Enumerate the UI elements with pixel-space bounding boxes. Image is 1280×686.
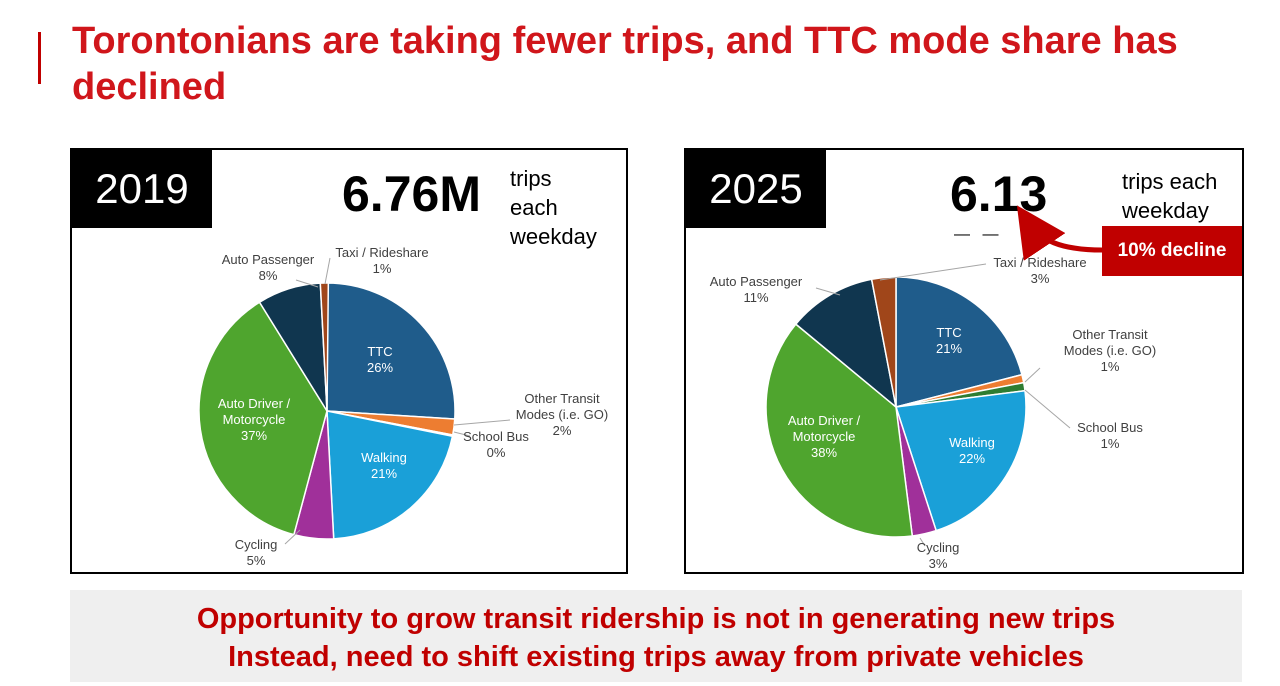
- trips-caption-2025-line1: trips each: [1122, 169, 1218, 194]
- pie-label-2019-taxi: Taxi / Rideshare 1%: [335, 245, 428, 276]
- leader-line-2019-school_bus: [453, 431, 471, 437]
- pie-label-2019-other_transit: Other Transit Modes (i.e. GO) 2%: [516, 391, 608, 438]
- leader-line-2019-auto_passenger: [295, 279, 319, 288]
- trips-caption-2019-line3: weekday: [510, 224, 597, 249]
- page-title: Torontonians are taking fewer trips, and…: [72, 20, 1178, 108]
- leader-line-2025-school_bus: [1024, 389, 1071, 429]
- trips-caption-2025-line2: weekday: [1122, 198, 1209, 223]
- pie-label-2019-auto_driver: Auto Driver / Motorcycle 37%: [218, 396, 291, 443]
- leader-line-2025-cycling: [919, 537, 926, 547]
- pie-slice-2025-walking: [895, 389, 1027, 532]
- pie-slice-2019-taxi: [319, 282, 330, 412]
- trips-caption-2019-line2: each: [510, 195, 558, 220]
- pie-slice-2025-auto_driver: [765, 323, 914, 538]
- pie-label-2025-auto_passenger: Auto Passenger 11%: [710, 274, 803, 305]
- leader-line-2025-auto_passenger: [815, 287, 841, 296]
- trips-caption-2025: trips each weekday: [1122, 167, 1217, 225]
- pie-label-2019-school_bus: School Bus 0%: [463, 429, 529, 460]
- pie-label-2025-ttc: TTC 21%: [936, 325, 962, 356]
- decline-badge: 10% decline: [1102, 226, 1242, 276]
- placeholder-dashes: — —: [954, 226, 1003, 243]
- pie-label-2019-ttc: TTC 26%: [367, 344, 393, 375]
- pie-slice-2019-ttc: [326, 282, 456, 420]
- leader-line-2019-cycling: [284, 529, 301, 545]
- leader-line-2019-other_transit: [453, 419, 511, 426]
- pie-label-2025-auto_driver: Auto Driver / Motorcycle 38%: [788, 413, 861, 460]
- trips-caption-2019-line1: trips: [510, 166, 552, 191]
- year-label-2025: 2025: [686, 150, 826, 228]
- pie-chart-2025: TTC 21% Other Transit Modes (i.e. GO) 1% Scho…: [710, 255, 1156, 571]
- pie-slice-2025-taxi: [870, 276, 897, 408]
- pie-label-2025-walking: Walking 22%: [949, 435, 995, 466]
- decline-arrow: [1016, 205, 1103, 261]
- conclusion-line-2: Instead, need to shift existing trips aw…: [228, 641, 1084, 673]
- conclusion-line-1: Opportunity to grow transit ridership is…: [196, 603, 1116, 635]
- pie-label-2019-auto_passenger: Auto Passenger 8%: [222, 252, 315, 283]
- pie-slice-2019-walking: [326, 410, 454, 540]
- pie-slice-2025-auto_passenger: [794, 278, 898, 409]
- pie-label-2025-other_transit: Other Transit Modes (i.e. GO) 1%: [1064, 327, 1156, 374]
- pie-label-2019-walking: Walking 21%: [361, 450, 407, 481]
- title-accent-bar: [38, 32, 41, 84]
- leader-line-2025-taxi: [879, 263, 987, 281]
- conclusion-banner: Opportunity to grow transit ridership is…: [70, 590, 1242, 682]
- pie-label-2025-cycling: Cycling 3%: [917, 540, 960, 571]
- pie-label-2025-taxi: Taxi / Rideshare 3%: [993, 255, 1086, 286]
- year-label-2019: 2019: [72, 150, 212, 228]
- pie-chart-2019: TTC 26% Other Transit Modes (i.e. GO) 2%Scho…: [198, 245, 608, 568]
- leader-line-2025-other_transit: [1024, 367, 1041, 383]
- pie-label-2019-cycling: Cycling 5%: [235, 537, 278, 568]
- pie-label-2025-school_bus: School Bus 1%: [1077, 420, 1143, 451]
- leader-line-2019-taxi: [324, 257, 331, 285]
- pie-slice-2025-ttc: [895, 276, 1023, 408]
- trips-total-2019: 6.76M: [342, 166, 481, 222]
- trips-caption-2019: trips each weekday: [510, 164, 597, 251]
